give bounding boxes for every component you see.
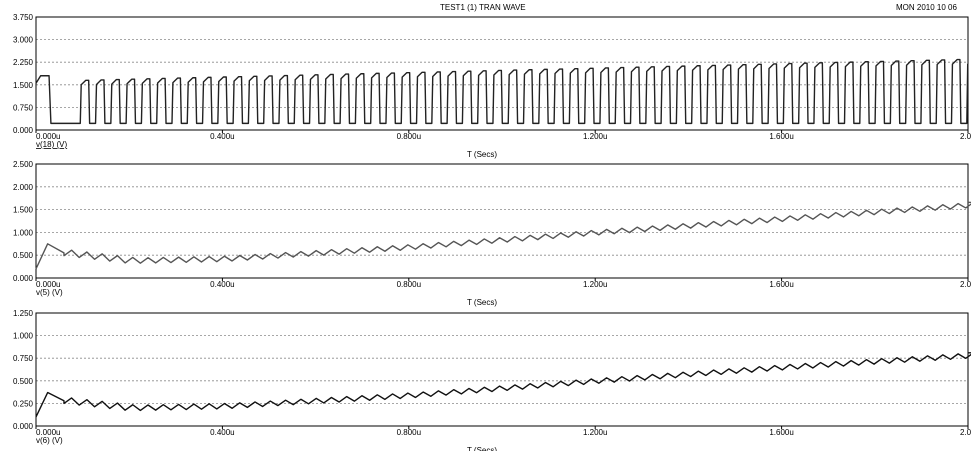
x-tick-label: 0.400u	[210, 428, 234, 437]
y-tick-label: 1.500	[13, 81, 34, 90]
x-tick-label: 1.600u	[769, 280, 793, 289]
plot-panels: 0.000 0.750 1.500 2.250 3.000 3.750 0.000u 0.40…	[13, 13, 971, 451]
y-tick-label: 0.000	[13, 126, 34, 135]
x-axis-title: T (Secs)	[467, 298, 497, 307]
waveform-trace-3	[35, 352, 971, 418]
x-tick-label: 1.600u	[769, 428, 793, 437]
x-tick-label: 1.200u	[583, 280, 607, 289]
y-tick-label: 0.750	[13, 103, 34, 112]
y-tick-label: 3.750	[13, 13, 34, 22]
x-tick-label: 0.400u	[210, 280, 234, 289]
x-tick-label: 1.200u	[583, 428, 607, 437]
y-tick-label: 0.000	[13, 274, 34, 283]
trace-label-3[interactable]: v(6) (V)	[36, 436, 63, 445]
x-tick-label: 0.000u	[36, 280, 60, 289]
plot-frame	[35, 312, 969, 427]
y-tick-label: 2.000	[13, 183, 34, 192]
trace-label-1[interactable]: v(18) (V)	[36, 140, 67, 149]
x-tick-label: 0.800u	[397, 280, 421, 289]
x-tick-label: 0.000u	[36, 132, 60, 141]
y-tick-label: 0.000	[13, 422, 34, 431]
x-tick-label: 0.000u	[36, 428, 60, 437]
header-right-text: MON 2010 10 06	[896, 3, 957, 12]
y-tick-label: 1.500	[13, 206, 34, 215]
y-tick-label: 3.000	[13, 36, 34, 45]
x-tick-label: 0.800u	[397, 428, 421, 437]
plot-frame	[35, 163, 969, 279]
y-tick-label: 0.250	[13, 399, 34, 408]
y-tick-label: 2.500	[13, 160, 34, 169]
y-tick-label: 1.000	[13, 332, 34, 341]
y-tick-label: 0.500	[13, 251, 34, 260]
y-tick-label: 2.250	[13, 58, 34, 67]
chart-panel-3: 0.000 0.250 0.500 0.750 1.000 1.250 0.000u 0.40…	[13, 309, 971, 451]
chart-panel-2: 0.000 0.500 1.000 1.500 2.000 2.500 0.000u 0.40…	[13, 160, 971, 307]
header-left-text: TEST1 (1) TRAN WAVE	[440, 3, 526, 12]
waveform-trace-2	[35, 201, 971, 270]
trace-label-2[interactable]: v(5) (V)	[36, 288, 63, 297]
x-tick-label: 2.000u	[960, 280, 971, 289]
x-tick-label: 2.000u	[960, 428, 971, 437]
x-axis-title: T (Secs)	[467, 150, 497, 159]
y-tick-label: 0.750	[13, 354, 34, 363]
x-axis-title: T (Secs)	[467, 446, 497, 451]
x-tick-label: 0.400u	[210, 132, 234, 141]
y-tick-label: 1.250	[13, 309, 34, 318]
y-tick-label: 1.000	[13, 228, 34, 237]
x-tick-label: 1.600u	[769, 132, 793, 141]
x-tick-label: 1.200u	[583, 132, 607, 141]
chart-panel-1: 0.000 0.750 1.500 2.250 3.000 3.750 0.000u 0.40…	[13, 13, 971, 159]
x-tick-label: 2.000u	[960, 132, 971, 141]
waveform-trace-1	[35, 58, 969, 125]
y-tick-label: 0.500	[13, 377, 34, 386]
x-tick-label: 0.800u	[397, 132, 421, 141]
